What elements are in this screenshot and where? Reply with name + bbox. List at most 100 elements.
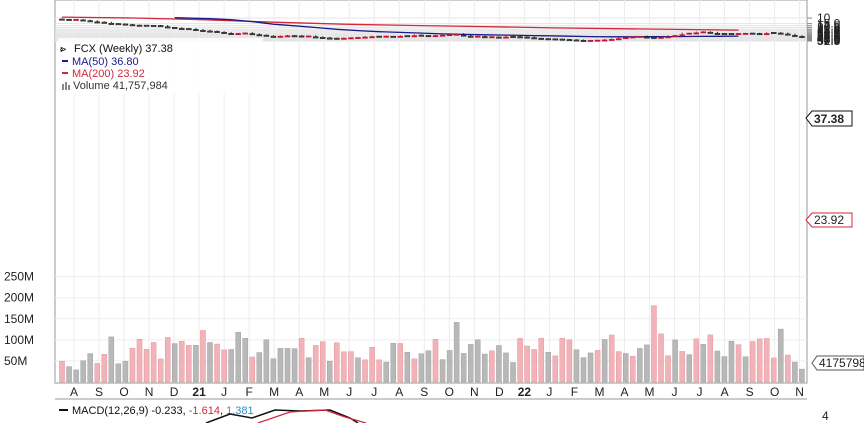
volume-bar bbox=[157, 358, 164, 383]
candle-body bbox=[580, 40, 587, 42]
volume-bar bbox=[341, 351, 347, 383]
candle-body bbox=[651, 37, 657, 39]
volume-bar bbox=[256, 352, 263, 383]
volume-bar bbox=[418, 353, 425, 383]
candle-body bbox=[630, 36, 636, 39]
candle-body bbox=[601, 39, 608, 42]
candle-body bbox=[59, 18, 65, 21]
volume-bar bbox=[172, 343, 178, 383]
ma200-tag bbox=[805, 212, 853, 228]
candle-body bbox=[101, 21, 108, 24]
candle-body bbox=[799, 36, 805, 38]
candle-body bbox=[270, 35, 277, 38]
candle-body bbox=[742, 32, 749, 35]
time-tick-label: A bbox=[70, 385, 78, 399]
time-tick-label: J bbox=[371, 385, 377, 399]
volume-bar bbox=[517, 338, 523, 383]
volume-bar bbox=[214, 343, 220, 383]
volume-bar bbox=[284, 348, 291, 383]
volume-bar bbox=[693, 338, 699, 383]
volume-bar bbox=[453, 322, 460, 383]
candle-body bbox=[334, 37, 340, 40]
candle-body bbox=[439, 34, 446, 37]
volume-bar bbox=[721, 356, 728, 383]
volume-bar bbox=[115, 363, 122, 383]
candle-body bbox=[545, 38, 551, 41]
macd-label-signal: -1.614 bbox=[189, 405, 220, 417]
candle-body bbox=[707, 31, 714, 34]
candle-body bbox=[785, 33, 791, 36]
candle-body bbox=[348, 37, 354, 40]
volume-bar bbox=[700, 344, 707, 383]
macd-signal-line bbox=[257, 409, 367, 423]
time-tick-label: N bbox=[470, 385, 479, 399]
time-tick-label: J bbox=[221, 385, 227, 399]
volume-bar bbox=[615, 351, 622, 383]
volume-bar bbox=[531, 349, 537, 383]
volume-bar bbox=[94, 363, 100, 383]
candle-body bbox=[242, 32, 248, 35]
price-tick-label: 50.0 bbox=[817, 33, 841, 47]
candle-body bbox=[573, 39, 580, 42]
volume-bar bbox=[587, 352, 594, 383]
volume-bar bbox=[439, 359, 446, 383]
candle-body bbox=[665, 36, 671, 39]
time-tick-label: A bbox=[395, 385, 403, 399]
candle-body bbox=[115, 23, 122, 26]
candle-body bbox=[468, 35, 474, 38]
volume-bar bbox=[594, 350, 601, 383]
candle-body bbox=[80, 19, 86, 22]
volume-bar bbox=[566, 339, 573, 383]
volume-bar bbox=[383, 361, 389, 383]
legend: ⩺ FCX (Weekly) 37.38 MA(50) 36.80 MA(200… bbox=[58, 38, 263, 94]
volume-bar bbox=[101, 354, 108, 383]
axes: 1015.017.520.022.525.027.530.032.535.037… bbox=[4, 11, 841, 399]
time-tick-label: F bbox=[245, 385, 252, 399]
volume-bar bbox=[601, 339, 608, 383]
price-tick-label: 17.5 bbox=[817, 19, 841, 33]
price-tick-label: 52.5 bbox=[817, 34, 841, 48]
candle-body bbox=[136, 24, 143, 27]
candle-body bbox=[608, 39, 615, 41]
time-tick-label: 22 bbox=[518, 385, 532, 399]
candle-body bbox=[214, 31, 220, 33]
candle-body bbox=[320, 37, 326, 39]
volume-bar bbox=[320, 341, 326, 383]
time-tick-label: S bbox=[420, 385, 428, 399]
volume-bar bbox=[792, 361, 798, 383]
volume-bar bbox=[355, 357, 361, 383]
time-tick-label: 21 bbox=[192, 385, 206, 399]
volume-swatch-bar-2 bbox=[65, 82, 67, 90]
candle-body bbox=[756, 33, 763, 36]
volume-bar bbox=[249, 356, 256, 383]
macd-label-name: MACD(12,26,9) bbox=[72, 405, 148, 417]
candle-body bbox=[658, 37, 664, 39]
price-tick-label: 32.5 bbox=[817, 27, 841, 41]
candle-body bbox=[616, 38, 622, 41]
candle-body bbox=[475, 35, 481, 38]
volume-bar bbox=[623, 353, 629, 383]
candle-body bbox=[778, 32, 784, 35]
price-tags: 37.38 23.92 41757984 bbox=[805, 110, 864, 371]
volume-tag bbox=[811, 355, 864, 371]
price-tick-label: 22.5 bbox=[817, 22, 841, 36]
volume-bar bbox=[778, 328, 784, 383]
volume-bar bbox=[397, 343, 404, 383]
volume-bar bbox=[404, 351, 411, 383]
volume-swatch-bar-1 bbox=[62, 84, 64, 90]
candle-body bbox=[771, 32, 777, 34]
ma200-series bbox=[61, 16, 739, 31]
price-tick-label: 47.5 bbox=[817, 33, 841, 47]
volume-bar bbox=[524, 345, 530, 383]
candle-body bbox=[623, 37, 629, 40]
volume-bar bbox=[665, 355, 671, 383]
candle-body bbox=[489, 36, 495, 39]
volume-bar bbox=[686, 354, 692, 383]
volume-bar bbox=[728, 340, 735, 383]
volume-bar bbox=[298, 338, 305, 383]
candle-body bbox=[397, 35, 403, 38]
candle-body bbox=[73, 19, 79, 21]
candle-body bbox=[792, 35, 798, 37]
candle-body bbox=[383, 35, 389, 38]
